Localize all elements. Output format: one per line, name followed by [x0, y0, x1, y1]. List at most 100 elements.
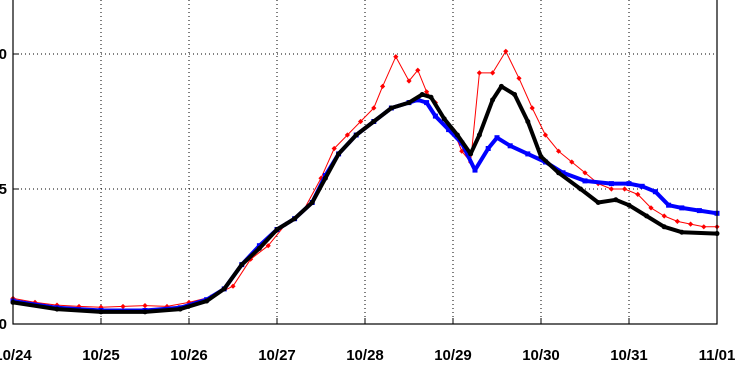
data-point	[512, 92, 518, 97]
data-point	[679, 229, 685, 235]
data-point	[648, 205, 654, 211]
data-point	[608, 181, 614, 187]
data-point	[516, 75, 522, 81]
data-point	[142, 309, 148, 315]
data-point	[322, 175, 328, 181]
data-point	[494, 135, 500, 141]
data-point	[578, 186, 584, 192]
data-point	[120, 303, 126, 310]
data-point	[468, 151, 474, 157]
data-point	[674, 218, 680, 224]
data-point	[371, 119, 377, 124]
data-point	[525, 151, 531, 157]
data-point	[476, 132, 482, 138]
series-2	[10, 83, 720, 315]
data-point	[525, 119, 531, 124]
data-point	[239, 262, 245, 268]
data-point	[388, 105, 394, 111]
data-point	[556, 148, 562, 154]
data-point	[503, 48, 509, 54]
data-point	[54, 302, 60, 308]
data-point	[490, 70, 496, 76]
data-point	[472, 167, 478, 173]
x-tick-label: 10/26	[170, 347, 208, 364]
data-point	[177, 306, 183, 312]
x-tick-label: 10/30	[522, 347, 560, 364]
x-tick-label: 10/29	[434, 347, 472, 364]
data-point	[556, 170, 562, 176]
data-point	[529, 105, 535, 111]
data-point	[626, 181, 632, 187]
data-point	[186, 299, 192, 305]
data-point	[424, 89, 430, 95]
data-point	[428, 94, 434, 100]
data-point	[626, 202, 632, 208]
data-point	[424, 100, 430, 106]
data-point	[204, 298, 210, 304]
data-point	[688, 221, 694, 227]
y-tick-label: 0	[0, 46, 7, 63]
series-layer	[10, 48, 720, 315]
data-point	[446, 127, 452, 133]
x-tick-label: 10/28	[346, 347, 384, 364]
data-point	[142, 303, 148, 309]
data-point	[393, 54, 399, 60]
x-tick-label: 10/25	[82, 347, 120, 364]
x-tick-label: 10/24	[0, 347, 32, 364]
data-point	[595, 200, 601, 205]
data-point	[498, 83, 504, 89]
data-point	[406, 100, 412, 106]
series-0	[10, 48, 720, 310]
data-point	[441, 116, 447, 122]
data-point	[507, 143, 513, 149]
series-line	[11, 84, 719, 314]
data-point	[406, 78, 412, 84]
data-point	[639, 183, 645, 189]
data-point	[701, 224, 707, 230]
data-point	[542, 132, 548, 138]
data-point	[622, 186, 628, 192]
data-point	[459, 148, 465, 154]
data-point	[569, 159, 575, 165]
data-point	[661, 213, 667, 219]
data-point	[98, 304, 104, 310]
data-point	[419, 92, 425, 97]
data-point	[490, 97, 496, 103]
data-point	[54, 306, 60, 312]
data-point	[476, 70, 482, 76]
tick-labels: 10/24 10/25 10/26 10/27 10/28 10/29 10/30 10/31…	[0, 46, 735, 364]
grid-lines	[13, 0, 717, 324]
x-tick-label: 10/27	[258, 347, 296, 364]
data-point	[353, 132, 359, 138]
data-point	[309, 200, 315, 205]
data-point	[380, 83, 386, 89]
data-point	[358, 118, 364, 125]
data-point	[582, 170, 588, 176]
data-point	[221, 286, 227, 292]
data-point	[582, 178, 588, 184]
data-point	[608, 186, 614, 192]
data-point	[644, 213, 650, 219]
data-point	[76, 303, 82, 310]
data-point	[230, 283, 236, 289]
data-point	[256, 245, 262, 251]
y-tick-label: 0	[0, 316, 7, 333]
data-point	[560, 170, 566, 176]
data-point	[371, 105, 377, 111]
data-point	[292, 216, 298, 222]
data-point	[635, 191, 641, 197]
data-point	[666, 202, 672, 208]
data-point	[485, 146, 491, 151]
data-point	[432, 113, 438, 119]
data-point	[613, 197, 619, 203]
data-point	[336, 151, 342, 157]
data-point	[265, 243, 271, 249]
data-point	[98, 309, 104, 315]
data-point	[679, 205, 685, 211]
data-point	[454, 132, 460, 138]
x-tick-label: 10/31	[610, 347, 648, 364]
series-line	[11, 97, 719, 313]
data-point	[274, 227, 280, 232]
y-tick-label: 5	[0, 181, 7, 198]
